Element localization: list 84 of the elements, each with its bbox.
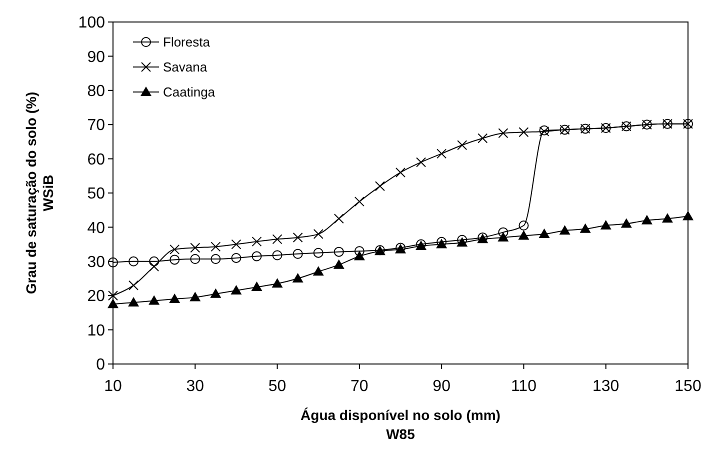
point <box>272 278 283 288</box>
point <box>231 239 242 250</box>
point <box>190 292 201 302</box>
point <box>333 259 344 269</box>
point <box>210 288 222 298</box>
legend-label: Floresta <box>163 34 211 50</box>
point <box>252 236 262 247</box>
point <box>210 242 221 252</box>
point <box>108 257 118 268</box>
point <box>292 248 303 259</box>
point <box>641 214 652 224</box>
point <box>334 214 344 224</box>
point <box>170 244 180 254</box>
point <box>334 246 344 257</box>
point <box>457 140 468 150</box>
x-tick-label: 30 <box>186 378 204 395</box>
point <box>313 229 324 240</box>
point <box>518 127 529 138</box>
point <box>128 280 139 290</box>
x-tick-label: 50 <box>268 378 286 395</box>
point <box>190 254 200 264</box>
x-tick-label: 110 <box>510 378 537 395</box>
point <box>354 246 364 256</box>
x-tick-label: 130 <box>592 378 620 395</box>
y-tick-label: 80 <box>87 83 106 100</box>
y-tick-label: 0 <box>96 356 106 374</box>
point <box>436 148 447 159</box>
y-tick-label: 50 <box>87 186 106 203</box>
point <box>620 218 632 228</box>
y-tick-label: 40 <box>87 220 106 237</box>
y-tick-label: 100 <box>78 14 106 32</box>
x-axis-title: Água disponível no solo (mm) W85 <box>300 407 500 442</box>
point <box>313 248 324 258</box>
point <box>108 290 118 301</box>
point <box>149 256 160 266</box>
x-tick-label: 10 <box>104 378 122 395</box>
x-tick-label: 90 <box>432 378 451 395</box>
y-tick-label: 70 <box>87 117 106 134</box>
point <box>231 252 242 263</box>
y-tick-label: 30 <box>87 254 106 271</box>
point <box>518 230 530 240</box>
point <box>682 210 694 220</box>
point <box>149 262 160 272</box>
point <box>312 266 324 276</box>
x-tick-label: 70 <box>350 378 368 395</box>
point <box>252 251 262 262</box>
y-tick-label: 90 <box>87 48 106 66</box>
point <box>538 228 550 238</box>
point <box>128 296 140 306</box>
legend-label: Caatinga <box>163 84 216 100</box>
point <box>170 254 180 265</box>
point <box>600 220 612 230</box>
point <box>354 250 365 260</box>
y-tick-label: 60 <box>87 151 106 168</box>
point <box>498 232 509 242</box>
y-tick-label: 10 <box>87 322 106 340</box>
point <box>148 295 160 305</box>
point <box>518 220 529 230</box>
point <box>128 256 139 266</box>
point <box>354 196 364 207</box>
point <box>457 234 468 245</box>
point <box>478 133 488 144</box>
point <box>190 242 200 253</box>
y-tick-label: 20 <box>87 288 106 306</box>
point <box>108 298 118 308</box>
point <box>559 225 570 235</box>
x-tick-label: 150 <box>674 378 702 395</box>
point <box>251 282 262 292</box>
point <box>230 284 242 294</box>
point <box>210 254 221 264</box>
point <box>498 128 508 138</box>
point <box>292 273 304 282</box>
point <box>169 294 180 304</box>
point <box>580 223 591 233</box>
point <box>498 227 508 238</box>
point <box>272 250 282 260</box>
point <box>374 181 385 192</box>
point <box>396 167 406 178</box>
point <box>662 213 673 223</box>
point <box>272 234 282 244</box>
point <box>292 232 303 242</box>
y-axis-title: Grau de saturação do solo (%) WSiB <box>23 92 56 294</box>
point <box>416 157 426 168</box>
legend-label: Savana <box>163 60 208 75</box>
